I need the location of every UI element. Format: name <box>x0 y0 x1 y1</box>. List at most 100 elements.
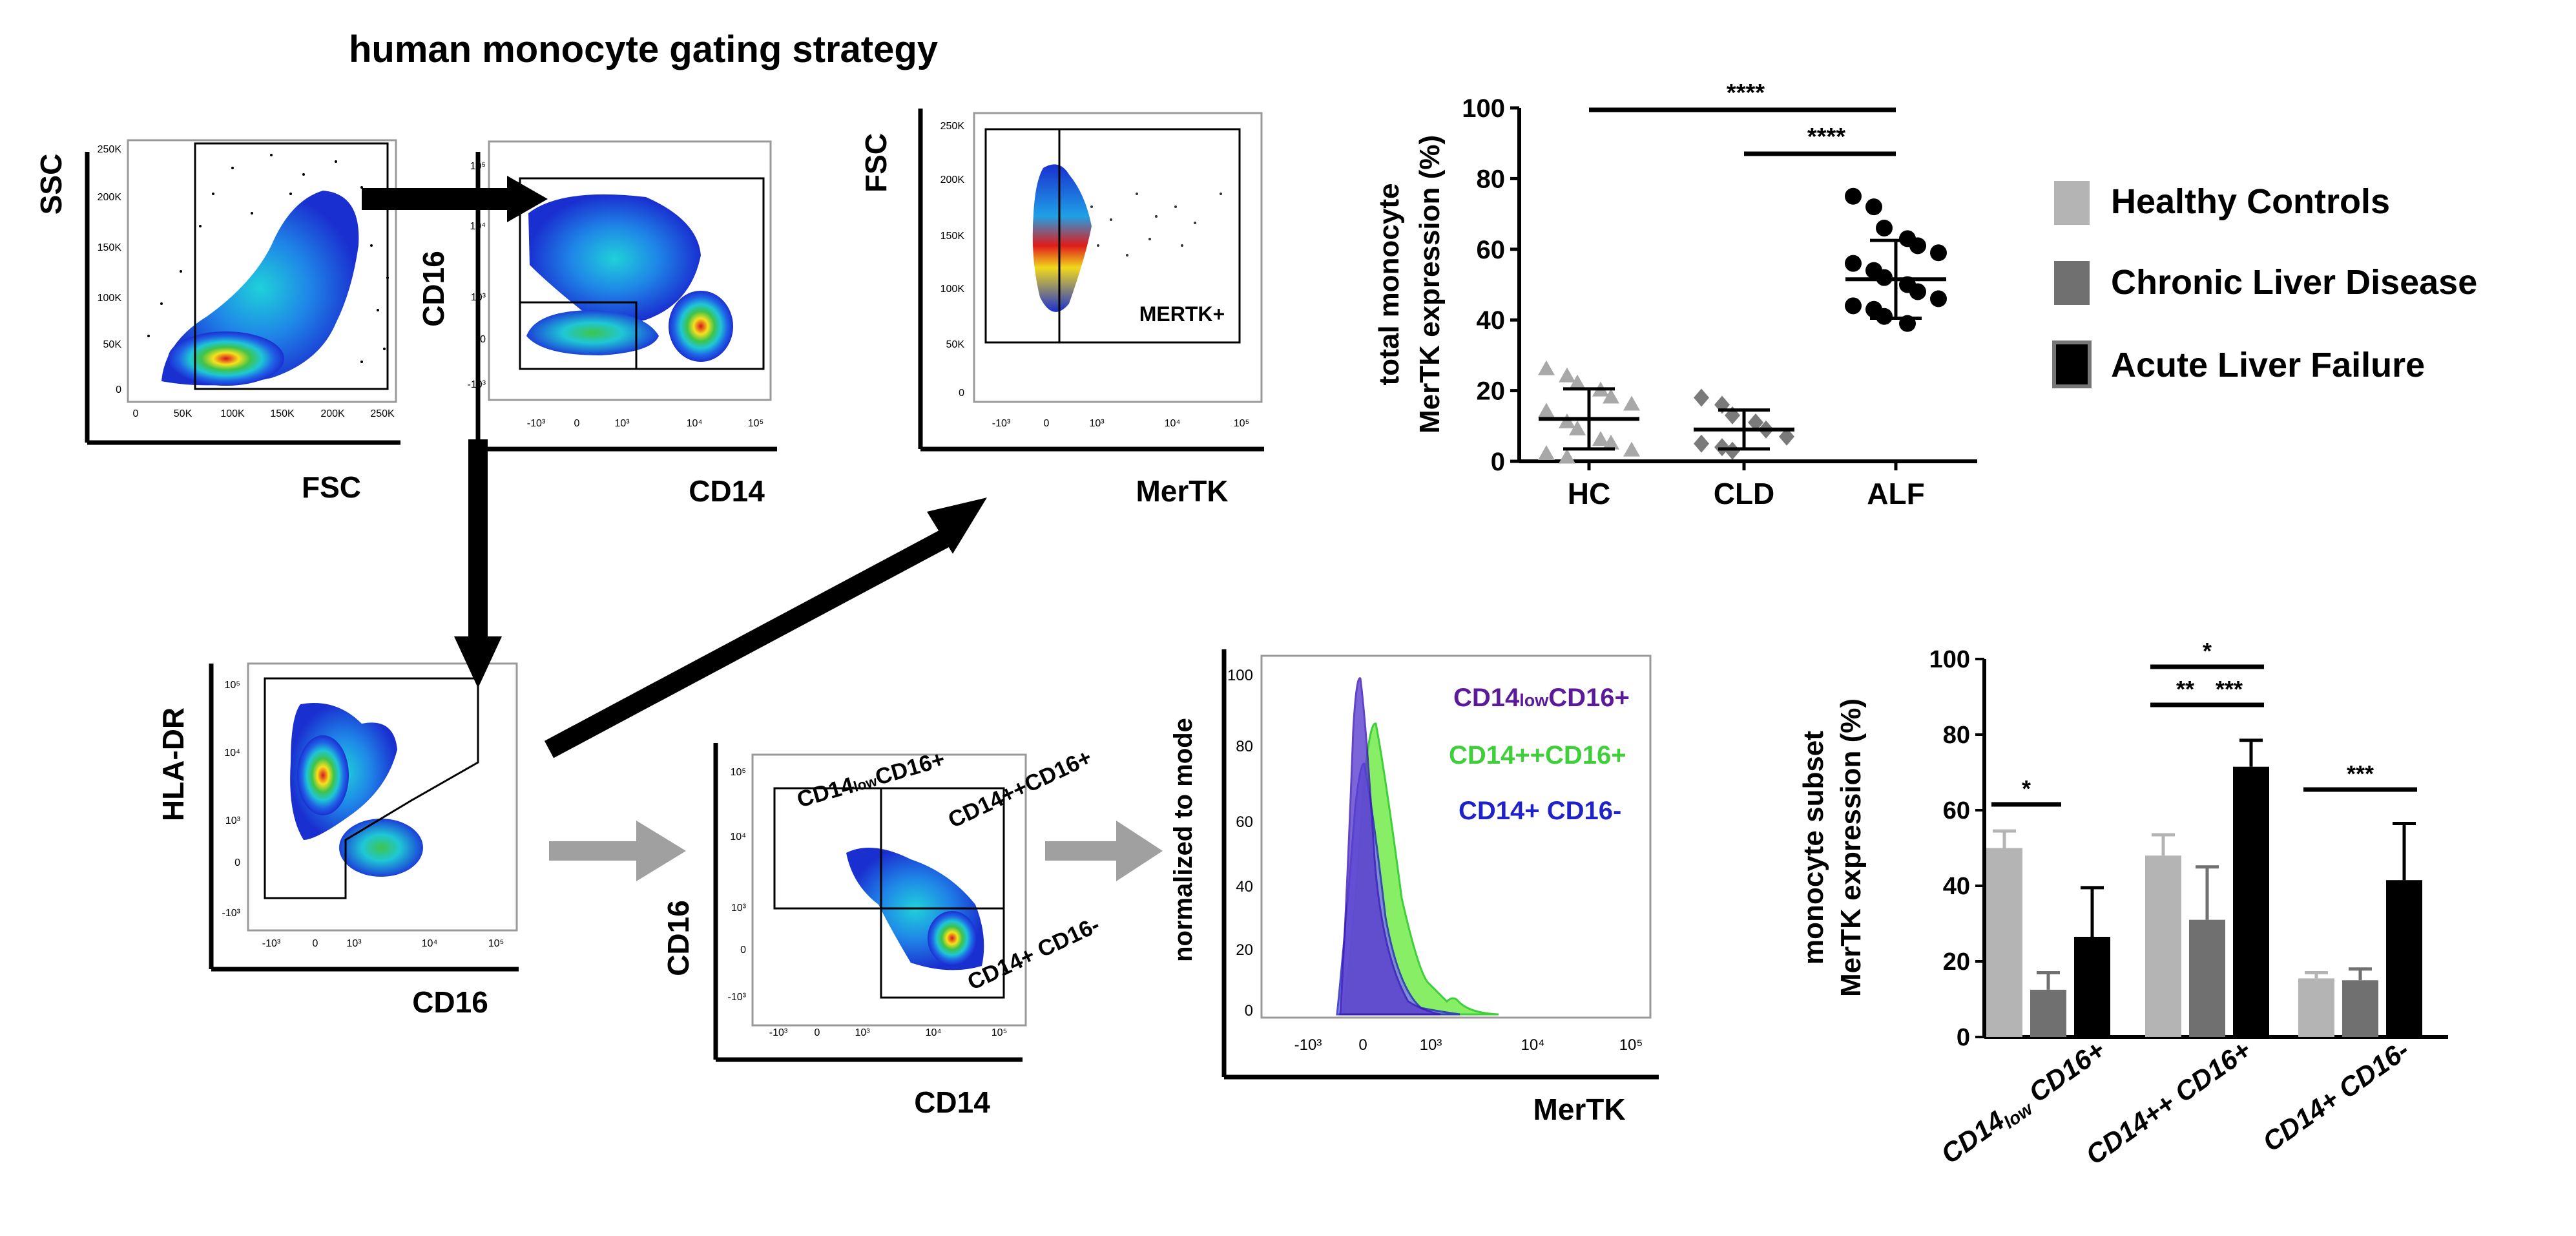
gate <box>194 142 389 390</box>
svg-text:0: 0 <box>1358 1036 1367 1054</box>
svg-text:10⁵: 10⁵ <box>731 767 746 778</box>
x-ticks: HC CLD ALF <box>1568 461 1925 510</box>
svg-text:0: 0 <box>313 938 318 949</box>
svg-text:40: 40 <box>1236 878 1253 896</box>
arrow-down-icon <box>454 439 502 688</box>
y-tick-label: 100 <box>1929 646 1970 673</box>
data-point <box>1559 367 1575 382</box>
svg-text:-10³: -10³ <box>1294 1036 1322 1054</box>
data-point <box>1845 255 1862 272</box>
svg-text:0: 0 <box>234 857 240 868</box>
svg-text:250K: 250K <box>940 121 965 132</box>
bars <box>1986 738 2422 1037</box>
x-tick-label: CLD <box>1714 477 1775 510</box>
svg-text:10³: 10³ <box>731 903 747 914</box>
y-axis-label: CD16 <box>417 251 450 327</box>
event-dots <box>1071 193 1222 273</box>
plot-frame <box>488 140 772 401</box>
data-point <box>1538 360 1555 375</box>
svg-text:20: 20 <box>1236 941 1253 959</box>
arrow-right-gray-icon <box>1045 821 1163 881</box>
bar <box>2145 855 2181 1037</box>
svg-text:50K: 50K <box>103 339 122 350</box>
bar <box>2074 936 2110 1037</box>
x-ticks: -10³ 0 10³ 10⁴ 10⁵ <box>527 418 763 429</box>
density-cloud <box>528 194 701 323</box>
density-core <box>168 331 284 386</box>
data-point <box>1694 388 1709 407</box>
x-axis-label: CD14 <box>689 474 765 508</box>
x-ticks: -10³ 0 10³ 10⁴ 10⁵ <box>769 1027 1007 1038</box>
y-tick-label: 0 <box>1491 448 1505 476</box>
svg-text:0: 0 <box>574 418 580 429</box>
significance-label: *** <box>2216 676 2243 702</box>
density-core <box>928 911 977 965</box>
legend-label-healthy: Healthy Controls <box>2111 182 2390 221</box>
legend-cd14low: CD14lowCD16+ <box>1453 684 1630 712</box>
svg-text:10⁵: 10⁵ <box>1619 1036 1643 1054</box>
arrow-diagonal-icon <box>544 498 987 759</box>
y-tick-label: 40 <box>1477 306 1506 335</box>
svg-text:0: 0 <box>959 388 964 399</box>
data-point <box>1876 308 1893 325</box>
plot-frame <box>127 139 397 403</box>
svg-text:-10³: -10³ <box>222 908 241 919</box>
bar <box>2386 880 2422 1037</box>
svg-text:0: 0 <box>116 384 121 395</box>
data-points <box>1538 187 1947 464</box>
density-cluster <box>339 819 423 877</box>
svg-text:80: 80 <box>1236 738 1253 755</box>
data-point <box>1909 283 1926 300</box>
arrow-right-gray-icon <box>549 821 686 881</box>
svg-text:10³: 10³ <box>1089 418 1105 429</box>
svg-text:10⁵: 10⁵ <box>748 418 763 429</box>
y-ticks: 0 20 40 60 80 100 <box>1929 646 1984 1051</box>
gates <box>984 128 1241 344</box>
flow-arrows <box>362 176 1163 881</box>
gate <box>264 677 479 899</box>
y-ticks: -10³ 0 10³ 10⁴ 10⁵ <box>728 767 747 1003</box>
legend-cd14pp: CD14++CD16+ <box>1449 741 1626 770</box>
svg-text:10⁴: 10⁴ <box>470 221 486 232</box>
data-point <box>1930 290 1947 308</box>
data-point <box>1603 434 1619 450</box>
svg-text:200K: 200K <box>940 174 965 185</box>
data-point <box>1725 441 1740 460</box>
svg-text:10³: 10³ <box>225 815 241 826</box>
svg-text:0: 0 <box>1044 418 1050 429</box>
significance-label: ** <box>2176 676 2194 702</box>
svg-text:-10³: -10³ <box>527 418 546 429</box>
y-tick-label: 60 <box>1477 236 1506 264</box>
density-cloud-lower <box>526 310 659 355</box>
gates <box>773 787 1005 999</box>
svg-text:50K: 50K <box>946 339 965 350</box>
svg-text:0: 0 <box>815 1027 820 1038</box>
y-axis-label: CD16 <box>661 900 695 976</box>
plot-frame <box>247 662 518 932</box>
y-tick-label: 20 <box>1943 948 1970 976</box>
group-legend: Healthy Controls Chronic Liver Disease A… <box>2052 181 2477 388</box>
panel-cd16-hladr: -10³ 0 10³ 10⁴ 10⁵ -10³ 0 10³ 10⁴ 10⁵ CD… <box>156 662 519 1019</box>
y-axis-label: SSC <box>34 154 68 215</box>
panel-fsc-ssc: 0 50K 100K 150K 200K 250K 0 50K 100K 150… <box>34 139 400 504</box>
gate-label: MERTK+ <box>1139 302 1225 326</box>
svg-text:100K: 100K <box>98 293 122 304</box>
significance-label: * <box>2022 775 2031 802</box>
svg-text:10⁵: 10⁵ <box>992 1027 1007 1038</box>
significance-label: * <box>2203 638 2212 664</box>
y-ticks: -10³ 0 10³ 10⁴ 10⁵ <box>468 161 486 390</box>
bar <box>2189 919 2225 1037</box>
y-axis-label-line1: monocyte subset <box>1798 731 1829 965</box>
gate-label-cd14neg: CD14+ CD16- <box>964 912 1104 996</box>
density-core <box>669 291 733 362</box>
y-tick-label: 20 <box>1477 377 1506 406</box>
bar <box>2030 989 2066 1037</box>
x-ticks: CD14low CD16+CD14++ CD16+ CD14+ CD16- <box>1935 1034 2415 1171</box>
svg-text:10⁴: 10⁴ <box>422 938 438 949</box>
svg-text:10⁴: 10⁴ <box>1521 1036 1544 1054</box>
svg-text:60: 60 <box>1236 813 1253 831</box>
y-axis-label-line2: MerTK expression (%) <box>1835 698 1867 997</box>
data-point <box>1603 388 1619 404</box>
